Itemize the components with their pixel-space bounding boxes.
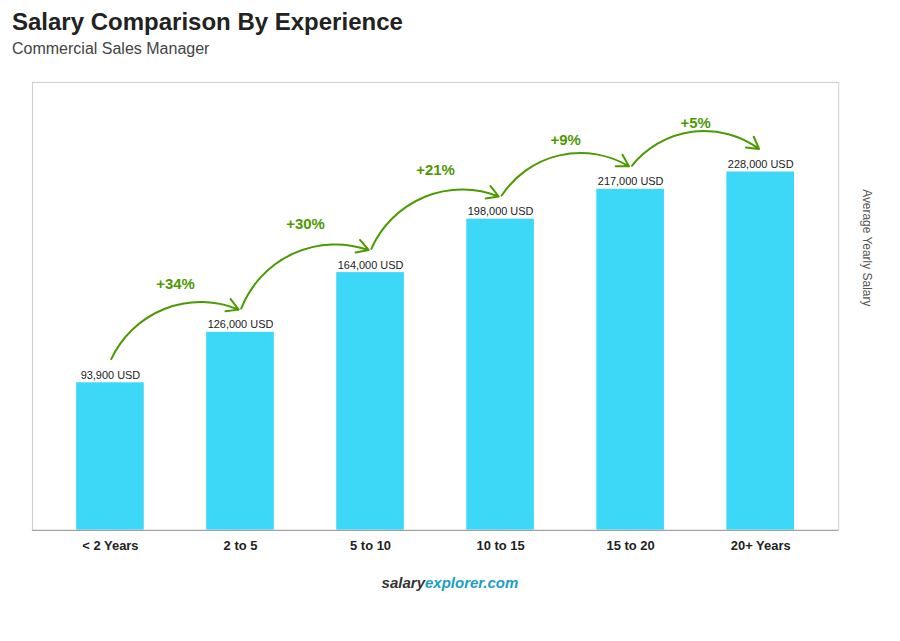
svg-text:+5%: +5% (681, 114, 711, 131)
html-text:Commercial Sales Manager: Commercial Sales Manager (12, 39, 210, 57)
svg-text:< 2 Years: < 2 Years (82, 537, 138, 552)
svg-text:217,000 USD: 217,000 USD (598, 175, 664, 187)
svg-text:93,900 USD: 93,900 USD (81, 369, 141, 381)
svg-text:5 to 10: 5 to 10 (350, 537, 391, 552)
svg-text:164,000 USD: 164,000 USD (338, 259, 404, 271)
svg-text:228,000 USD: 228,000 USD (728, 158, 794, 170)
svg-text:+34%: +34% (156, 274, 195, 291)
svg-text:2 to 5: 2 to 5 (224, 537, 258, 552)
svg-text:198,000 USD: 198,000 USD (468, 205, 534, 217)
svg-text:15 to 20: 15 to 20 (607, 537, 655, 552)
svg-text:+9%: +9% (550, 131, 580, 148)
svg-text:10 to 15: 10 to 15 (476, 537, 524, 552)
svg-text:126,000 USD: 126,000 USD (208, 318, 274, 330)
svg-text:20+ Years: 20+ Years (731, 537, 791, 552)
svg-text:+21%: +21% (416, 161, 455, 178)
svg-text:+30%: +30% (286, 215, 325, 232)
html-text:Salary Comparison By Experienc: Salary Comparison By Experience (12, 8, 403, 35)
html-text:salary explorer.com: salary explorer.com (381, 573, 519, 591)
svg-text:Average Yearly Salary: Average Yearly Salary (860, 189, 874, 306)
